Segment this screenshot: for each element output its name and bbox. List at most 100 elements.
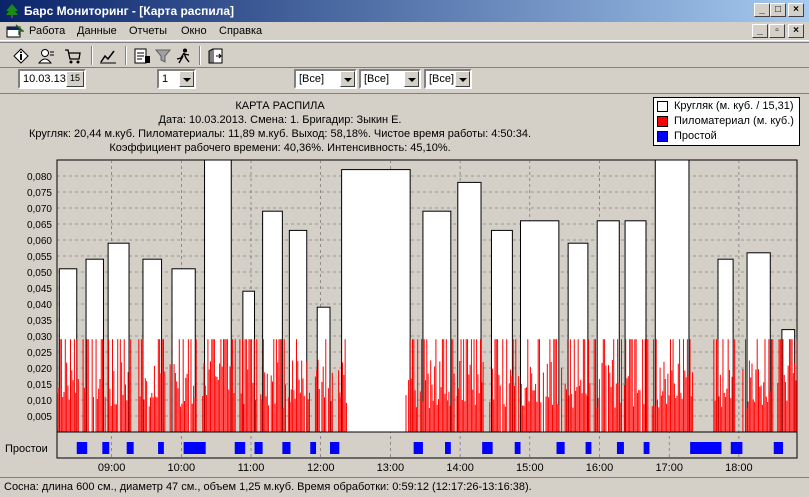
chevron-down-icon[interactable] <box>340 71 355 87</box>
lumber-spike <box>750 377 752 432</box>
calendar-button[interactable]: 15 <box>66 71 84 87</box>
lumber-spike <box>314 376 316 432</box>
lumber-spike <box>104 396 106 432</box>
exit-button[interactable] <box>205 45 227 66</box>
lumber-spike <box>734 339 736 432</box>
lumber-spike <box>754 401 756 432</box>
report-list-button[interactable] <box>131 45 153 66</box>
lumber-spike <box>714 400 716 432</box>
lumber-spike <box>653 339 655 432</box>
lumber-spike <box>535 383 537 432</box>
lumber-spike <box>409 339 411 432</box>
lumber-spike <box>434 366 436 432</box>
date-field[interactable]: 10.03.13 15 <box>18 69 86 89</box>
lumber-spike <box>722 339 724 432</box>
mdi-minimize-button[interactable]: _ <box>752 24 768 38</box>
filter-select-2[interactable]: [Все] <box>359 69 421 89</box>
chevron-down-icon[interactable] <box>455 71 470 87</box>
lumber-spike <box>667 373 669 432</box>
menu-reports[interactable]: Отчеты <box>129 25 168 37</box>
chart-button[interactable] <box>97 45 119 66</box>
close-button[interactable]: × <box>788 3 804 17</box>
window-title: Барс Мониторинг - [Карта распила] <box>24 4 235 18</box>
lumber-spike <box>494 339 496 432</box>
legend-label-logs: Кругляк (м. куб. / 15,31) <box>674 100 794 112</box>
lumber-spike <box>123 339 125 432</box>
filter-select-1[interactable]: [Все] <box>294 69 357 89</box>
x-tick-label: 17:00 <box>655 462 683 474</box>
lumber-spike <box>730 398 732 432</box>
lumber-spike <box>538 339 540 432</box>
lumber-spike <box>758 369 760 432</box>
lumber-spike <box>576 387 578 432</box>
lumber-spike <box>109 388 111 432</box>
lumber-spike <box>625 339 627 432</box>
lumber-spike <box>792 373 794 432</box>
lumber-spike <box>292 360 294 432</box>
minimize-button[interactable]: _ <box>754 3 770 17</box>
mdi-close-button[interactable]: × <box>788 24 804 38</box>
filter-button[interactable] <box>152 45 174 66</box>
y-tick-label: 0,030 <box>27 332 52 343</box>
menu-window[interactable]: Окно <box>181 25 207 37</box>
lumber-spike <box>663 361 665 432</box>
lumber-spike <box>265 396 267 432</box>
lumber-spike <box>270 375 272 432</box>
lumber-spike <box>785 382 787 432</box>
lumber-spike <box>751 363 753 432</box>
lumber-spike <box>99 379 101 432</box>
lumber-spike <box>540 402 542 432</box>
info-button[interactable] <box>10 45 32 66</box>
lumber-spike <box>549 339 551 432</box>
chevron-down-icon[interactable] <box>179 71 194 87</box>
menu-work[interactable]: Работа <box>29 25 66 37</box>
lumber-spike <box>453 373 455 432</box>
x-tick-label: 11:00 <box>238 462 265 474</box>
lumber-spike <box>344 339 346 432</box>
menubar: Работа Данные Отчеты Окно Справка _ ▫ × <box>0 22 809 41</box>
chart-icon <box>100 50 116 63</box>
report-title: КАРТА РАСПИЛА <box>235 100 325 112</box>
lumber-spike <box>281 339 283 432</box>
downtime-block <box>126 442 134 454</box>
shift-select[interactable]: 1 <box>157 69 196 89</box>
lumber-spike <box>604 339 606 432</box>
exit-door-icon <box>208 48 223 63</box>
lumber-spike <box>340 396 342 432</box>
lumber-spike <box>725 397 727 432</box>
run-button[interactable] <box>173 45 195 66</box>
lumber-spike <box>144 378 146 432</box>
lumber-spike <box>229 366 231 432</box>
mdi-window-icon[interactable] <box>6 24 24 39</box>
menu-data[interactable]: Данные <box>77 25 117 37</box>
lumber-spike <box>646 339 648 432</box>
lumber-spike <box>60 339 62 432</box>
lumber-spike <box>211 339 213 432</box>
cart-button[interactable] <box>62 45 84 66</box>
lumber-spike <box>251 339 253 432</box>
lumber-spike <box>677 363 679 432</box>
chart-legend: Кругляк (м. куб. / 15,31) Пиломатериал (… <box>653 97 800 146</box>
lumber-spike <box>498 374 500 432</box>
lumber-spike <box>748 360 750 432</box>
lumber-spike <box>772 339 774 432</box>
lumber-spike <box>626 378 628 432</box>
lumber-spike <box>330 401 332 432</box>
lumber-spike <box>682 339 684 432</box>
lumber-spike <box>609 372 611 432</box>
chevron-down-icon[interactable] <box>404 71 419 87</box>
lumber-spike <box>203 363 205 432</box>
maximize-button[interactable]: □ <box>770 3 786 17</box>
window-titlebar[interactable]: Барс Мониторинг - [Карта распила] _ □ × <box>0 0 809 22</box>
lumber-spike <box>264 372 266 432</box>
lumber-spike <box>217 379 219 432</box>
lumber-spike <box>307 399 309 432</box>
users-button[interactable] <box>36 45 58 66</box>
lumber-spike <box>431 384 433 432</box>
filter-select-3[interactable]: [Все] <box>424 69 472 89</box>
lumber-spike <box>59 339 61 432</box>
mdi-restore-button[interactable]: ▫ <box>769 24 785 38</box>
lumber-spike <box>643 404 645 432</box>
menu-help[interactable]: Справка <box>219 25 263 37</box>
lumber-spike <box>561 367 563 432</box>
